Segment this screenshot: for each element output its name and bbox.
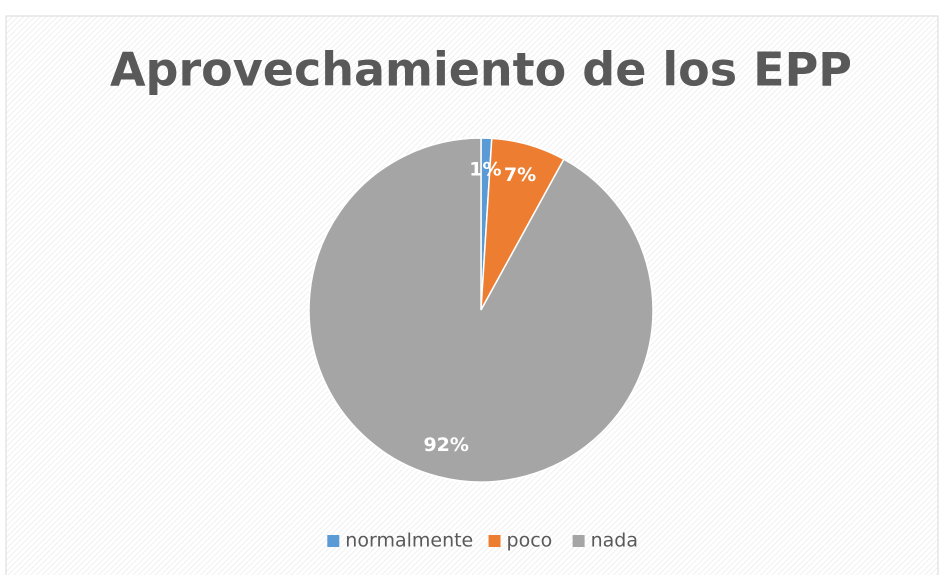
data-label: 1%: [469, 159, 501, 181]
chart-title: Aprovechamiento de los EPP: [110, 43, 852, 97]
pie-slice: [308, 137, 654, 483]
legend-label: normalmente: [345, 530, 473, 552]
legend-label: nada: [591, 530, 638, 552]
data-label: 7%: [504, 164, 536, 186]
legend-swatch: [327, 535, 340, 547]
legend-label: poco: [507, 530, 553, 552]
data-label: 92%: [423, 434, 468, 456]
legend-swatch: [572, 535, 585, 547]
legend-swatch: [488, 535, 501, 547]
